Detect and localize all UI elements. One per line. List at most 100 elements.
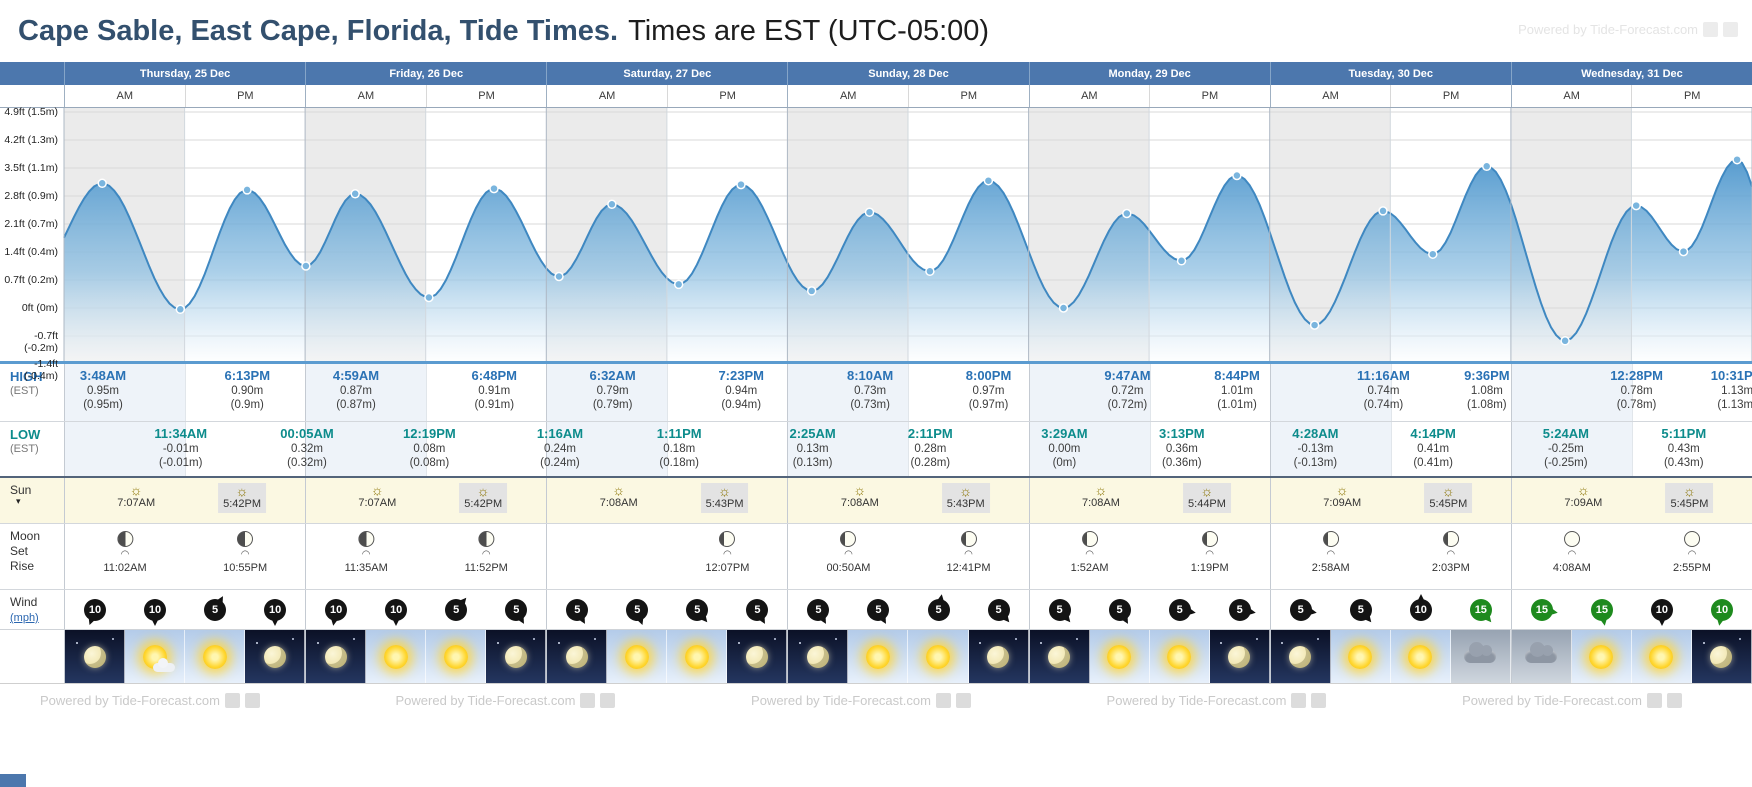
moon-phase-icon <box>478 531 495 547</box>
watermark-icon <box>1646 692 1662 708</box>
low-day-col-5: 4:28AM -0.13m (-0.13m) 4:14PM 0.41m (0.41m) <box>1269 422 1511 476</box>
wind-speed-value: 5 <box>566 598 589 621</box>
low-tide-event: 12:19PM 0.08m (0.08m) <box>403 426 456 470</box>
low-tide-height-alt: (-0.01m) <box>159 456 203 469</box>
moon-rise-item: ◠ 11:52PM <box>465 531 508 574</box>
weather-cell <box>667 630 728 683</box>
wind-speed-icon: 5 <box>741 594 773 626</box>
weather-day-col-3 <box>787 630 1029 683</box>
moon-rise-item: ◠ 1:19PM <box>1191 531 1229 574</box>
wind-units-link[interactable]: (mph) <box>10 612 39 624</box>
moon-set-time: 11:35AM <box>344 562 388 574</box>
wind-cell: 10 <box>306 590 366 629</box>
low-tide-height: -0.01m <box>162 442 199 455</box>
ampm-cell-pm: PM <box>907 85 1029 107</box>
ampm-cell-am: AM <box>1028 85 1150 107</box>
moon-icon <box>504 645 527 668</box>
sun-label: Sun <box>10 483 32 497</box>
watermark-icon <box>1291 692 1307 708</box>
high-tide-height-alt: (0.72m) <box>1107 398 1148 411</box>
high-tide-height-alt: (0.79m) <box>592 398 633 411</box>
moon-set-time: 1:52AM <box>1070 562 1109 574</box>
low-tide-height: 0.00m <box>1048 442 1081 455</box>
high-tide-time: 9:47AM <box>1104 368 1151 383</box>
wind-speed-icon: 5 <box>561 594 593 626</box>
moon-set-time: 00:50AM <box>826 562 871 574</box>
sun-day-col-0: ☼ 7:07AM ☼ 5:42PM <box>64 478 305 523</box>
footer-watermarks: Powered by Tide-Forecast.com Powered by T… <box>0 684 1752 710</box>
low-tide-event: 2:11PM 0.28m (0.28m) <box>908 426 953 470</box>
low-tide-height-alt: (0.08m) <box>409 456 450 469</box>
low-day-col-2: 1:16AM 0.24m (0.24m) 1:11PM 0.18m (0.18m) <box>537 422 788 476</box>
wind-day-col-0: 10 10 5 10 <box>64 590 305 629</box>
low-tide-height-alt: (0.18m) <box>659 456 699 469</box>
low-tide-time: 1:16AM <box>536 426 584 441</box>
low-day-col-3: 2:25AM 0.13m (0.13m) 2:11PM 0.28m (0.28m) <box>787 422 1029 476</box>
low-day-col-4: 3:29AM 0.00m (0m) 3:13PM 0.36m (0.36m) <box>1028 422 1270 476</box>
sunrise-icon: ☼ <box>853 482 867 498</box>
moon-phase-icon <box>117 531 134 547</box>
high-tide-height-alt: (1.08m) <box>1467 398 1507 411</box>
high-tide-time: 4:59AM <box>332 368 380 383</box>
weather-day-col-0 <box>64 630 306 683</box>
wind-speed-icon: 5 <box>1345 594 1377 626</box>
sun-row: Sun ▾ ☼ 7:07AM ☼ 5:42PM ☼ 7:07AM ☼ 5:42PM ☼ 7:08A… <box>0 478 1752 524</box>
low-tide-row: LOW (EST) 11:34AM -0.01m (-0.01m) 00:05AM 0.… <box>0 422 1752 478</box>
wind-cell: 10 <box>1391 590 1451 629</box>
watermark-icon <box>935 692 951 708</box>
moon-icon <box>565 645 588 668</box>
high-tide-event: 3:48AM 0.95m (0.95m) <box>80 368 126 412</box>
high-tide-height: 0.87m <box>340 384 372 397</box>
high-tide-height: 0.90m <box>231 384 264 397</box>
moon-set-arc-icon: ◠ <box>1326 549 1336 560</box>
weather-day-col-4 <box>1028 630 1270 683</box>
wind-speed-value: 5 <box>987 598 1010 621</box>
high-tide-time: 8:00PM <box>965 368 1012 383</box>
low-tide-event: 5:24AM -0.25m (-0.25m) <box>1543 426 1589 470</box>
day-header-5: Tuesday, 30 Dec <box>1269 62 1511 85</box>
low-tide-event: 3:13PM 0.36m (0.36m) <box>1159 426 1205 470</box>
wind-speed-icon: 5 <box>500 594 532 626</box>
weather-cell <box>426 630 487 683</box>
ampm-cell-am: AM <box>1510 85 1632 107</box>
weather-cell <box>1149 630 1210 683</box>
high-tide-event: 7:23PM 0.94m (0.94m) <box>718 368 764 412</box>
weather-cell <box>788 630 849 683</box>
high-tide-height-alt: (0.95m) <box>83 398 123 411</box>
high-tide-time: 6:13PM <box>224 368 271 383</box>
wind-speed-icon: 15 <box>1586 594 1618 626</box>
wind-speed-value: 10 <box>325 598 348 621</box>
weather-cell <box>1691 630 1752 683</box>
moon-set-arc-icon: ◠ <box>844 549 853 560</box>
low-tide-time: 1:11PM <box>656 426 702 441</box>
low-tide-time: 3:29AM <box>1041 426 1088 441</box>
wind-cell: 5 <box>788 590 848 629</box>
day-header-1: Friday, 26 Dec <box>305 62 546 85</box>
tide-chart: 4.9ft (1.5m) 4.2ft (1.3m) 3.5ft (1.1m) 2.8f… <box>0 106 1752 382</box>
moon-phase-icon <box>1442 531 1459 547</box>
moon-set-time: 2:58AM <box>1311 562 1350 574</box>
high-day-col-0: 3:48AM 0.95m (0.95m) 6:13PM 0.90m (0.9m) <box>64 364 306 421</box>
high-tide-time: 9:36PM <box>1464 368 1510 383</box>
weather-cell <box>65 630 126 683</box>
moon-label: Moon <box>10 529 41 543</box>
low-tide-event: 1:11PM 0.18m (0.18m) <box>657 426 702 470</box>
watermark-icon <box>224 692 240 708</box>
high-tide-height: 0.97m <box>972 384 1005 397</box>
weather-cell <box>1511 630 1572 683</box>
low-tide-time: 4:14PM <box>1410 426 1456 441</box>
watermark-icon <box>580 692 596 708</box>
moon-rise-arc-icon: ◠ <box>1446 549 1456 560</box>
watermark-text: Powered by Tide-Forecast.com <box>1106 692 1287 708</box>
high-tide-time: 6:32AM <box>589 368 636 383</box>
moon-phase-icon <box>960 531 977 547</box>
weather-day-col-1 <box>305 630 547 683</box>
moon-set-time: 11:02AM <box>103 562 147 574</box>
sunset-icon: ☼ <box>1683 483 1696 499</box>
low-est-label: (EST) <box>10 443 39 456</box>
sun-icon <box>1167 644 1192 669</box>
high-tide-height-alt: (0.97m) <box>968 398 1009 411</box>
high-tide-event: 4:59AM 0.87m (0.87m) <box>333 368 379 412</box>
low-label: LOW <box>10 427 41 442</box>
low-tide-height: 0.36m <box>1165 442 1198 455</box>
